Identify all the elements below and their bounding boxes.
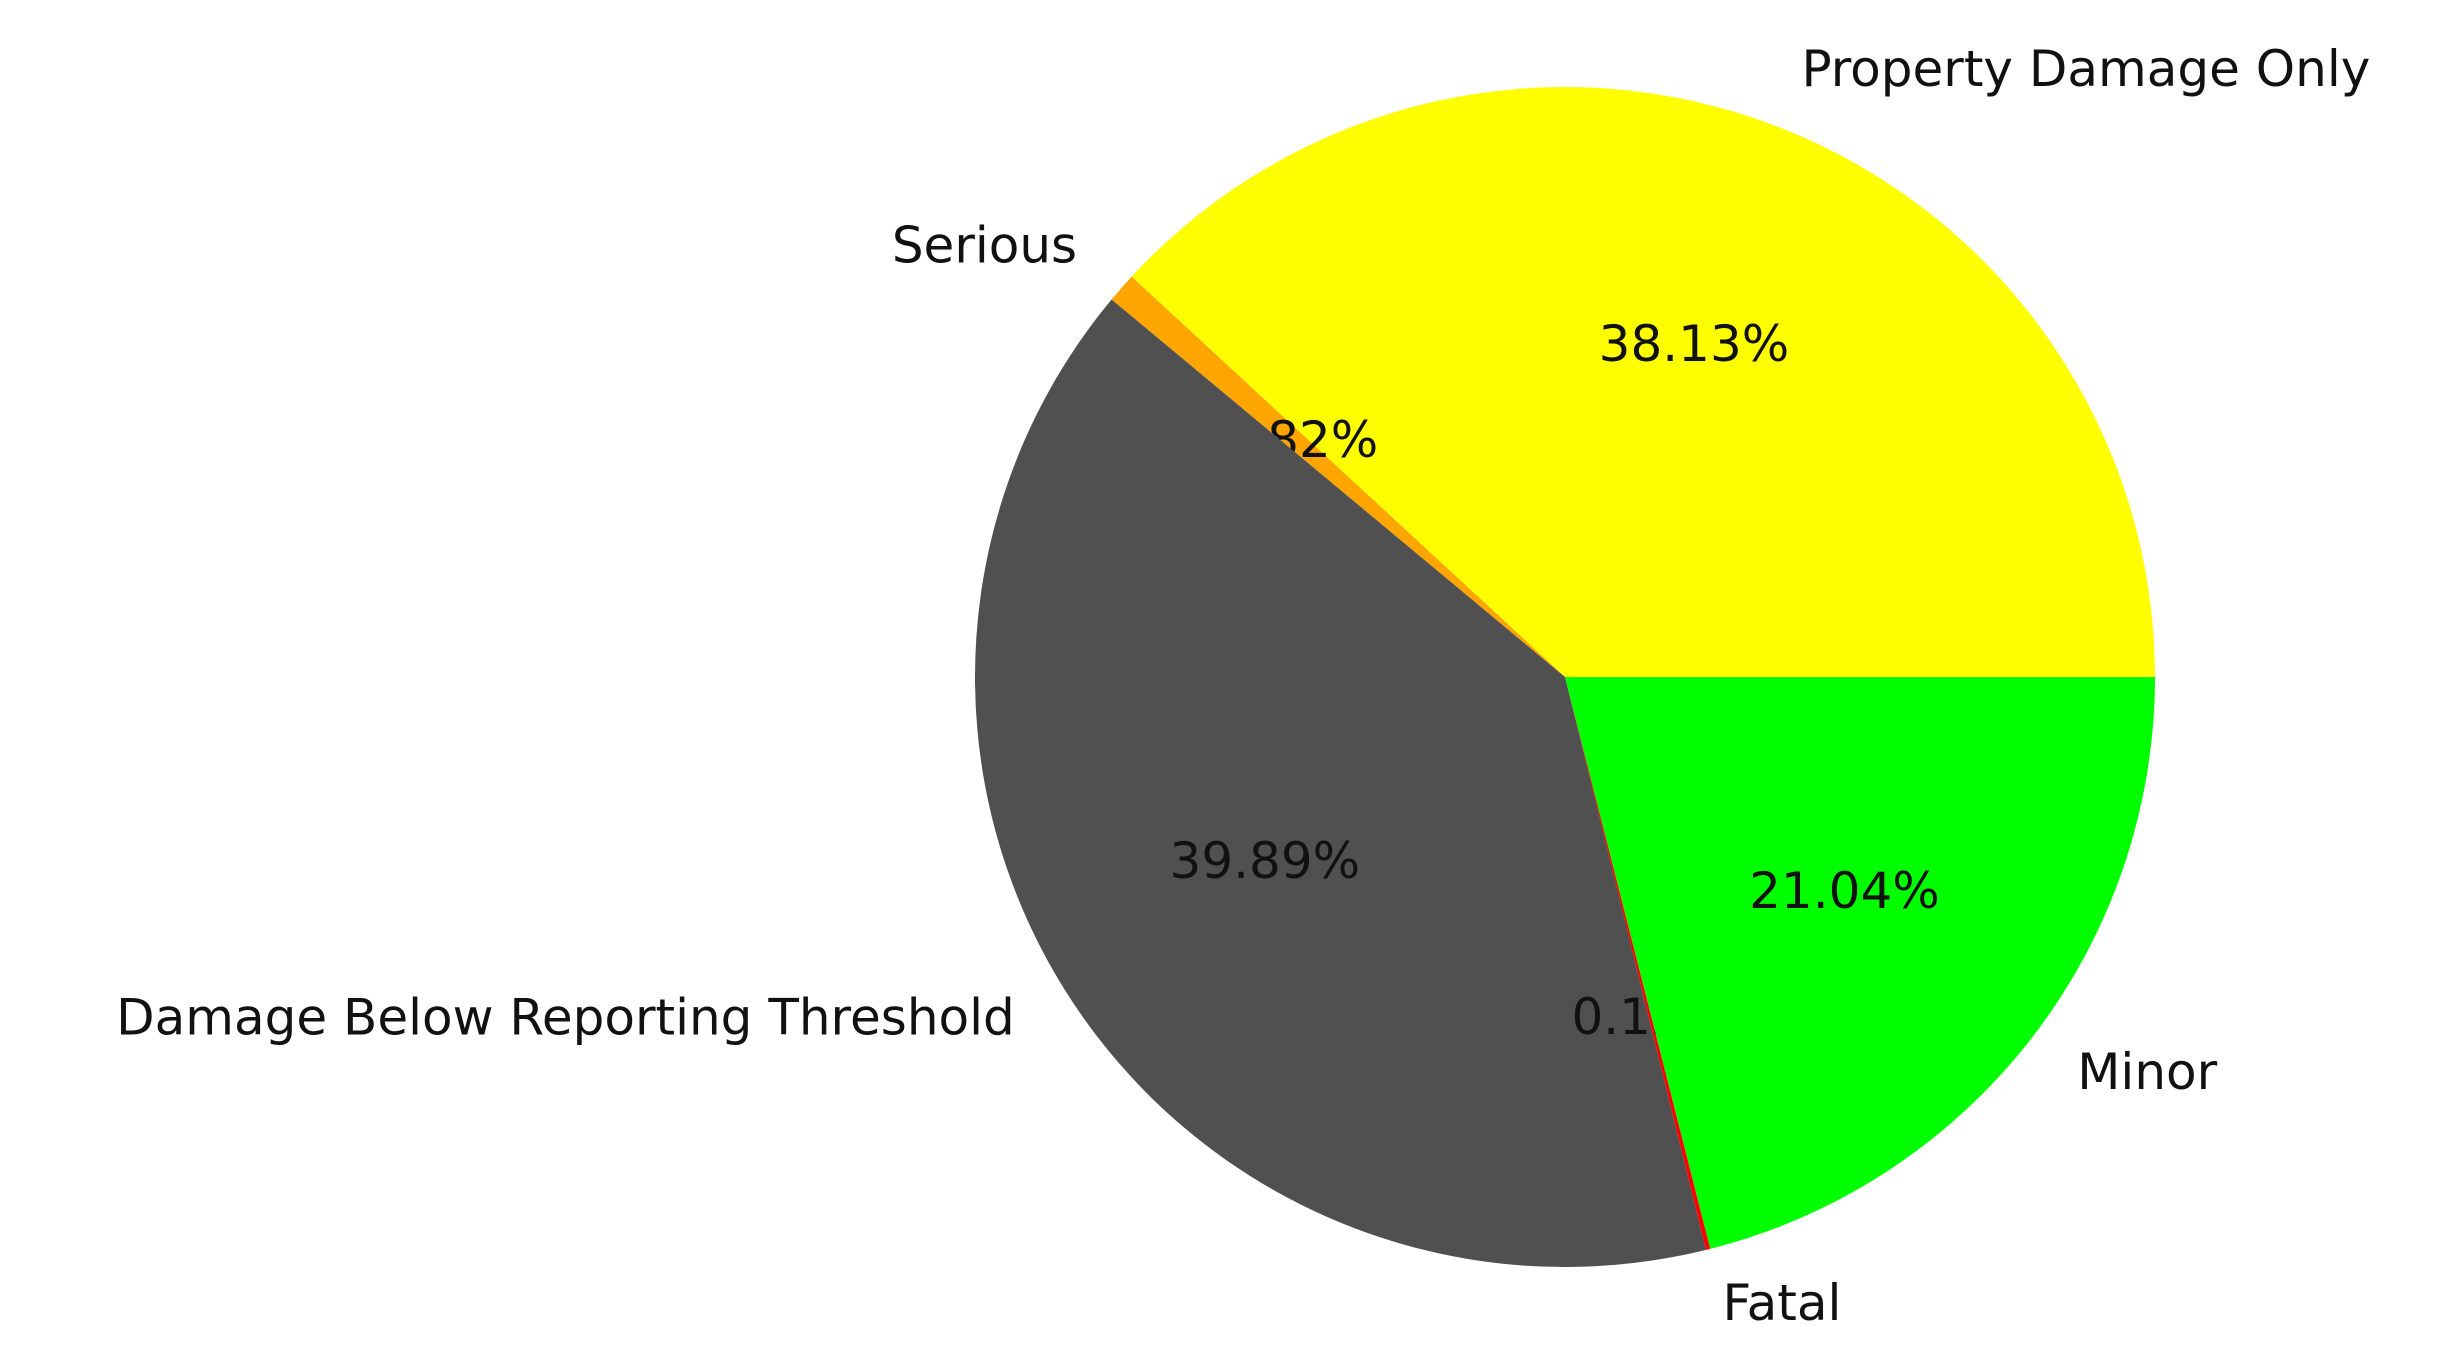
pie-slice bbox=[1565, 677, 2155, 1249]
pie-slice bbox=[1111, 276, 1565, 677]
pie-slice bbox=[1131, 86, 2155, 678]
pie-slice bbox=[975, 299, 1706, 1268]
slice-label: Serious bbox=[892, 217, 1077, 275]
percent-label: 21.04% bbox=[1749, 862, 1940, 920]
slice-label: Damage Below Reporting Threshold bbox=[116, 989, 1015, 1047]
slice-label: Fatal bbox=[1722, 1274, 1841, 1332]
slice-label: Minor bbox=[2077, 1043, 2217, 1101]
percent-label: 38.13% bbox=[1599, 315, 1790, 373]
pie-slice bbox=[1565, 677, 1711, 1250]
percent-label: 39.89% bbox=[1170, 832, 1361, 890]
slice-label: Property Damage Only bbox=[1801, 40, 2370, 98]
